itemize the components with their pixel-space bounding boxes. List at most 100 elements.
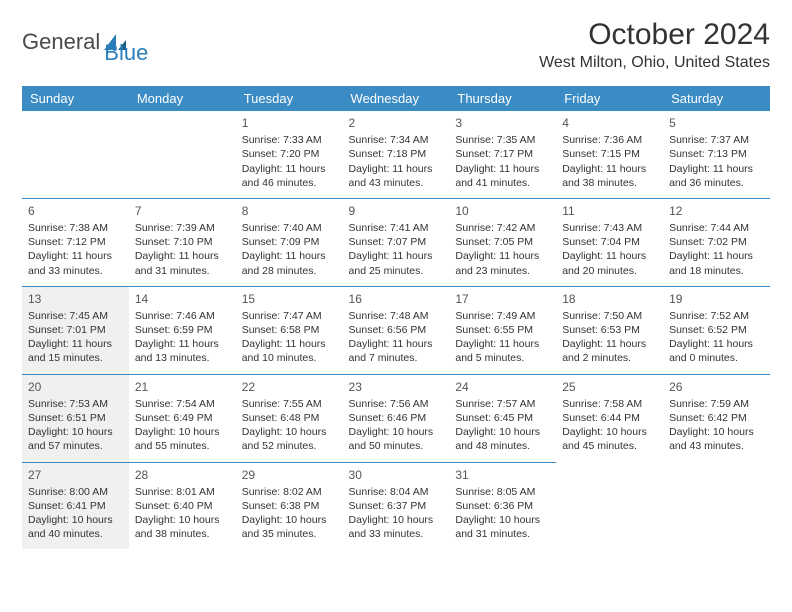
day-number: 21: [135, 379, 230, 395]
daylight-text: and 48 minutes.: [455, 439, 550, 453]
sunset-text: Sunset: 6:56 PM: [349, 323, 444, 337]
sunset-text: Sunset: 7:07 PM: [349, 235, 444, 249]
calendar-cell: 29Sunrise: 8:02 AMSunset: 6:38 PMDayligh…: [236, 462, 343, 549]
day-number: 18: [562, 291, 657, 307]
daylight-text: and 50 minutes.: [349, 439, 444, 453]
daylight-text: Daylight: 10 hours: [135, 513, 230, 527]
daylight-text: Daylight: 11 hours: [28, 249, 123, 263]
day-header: Monday: [129, 86, 236, 111]
daylight-text: and 55 minutes.: [135, 439, 230, 453]
day-number: 29: [242, 467, 337, 483]
calendar-week: 27Sunrise: 8:00 AMSunset: 6:41 PMDayligh…: [22, 462, 770, 549]
sunrise-text: Sunrise: 7:50 AM: [562, 309, 657, 323]
daylight-text: and 57 minutes.: [28, 439, 123, 453]
sunset-text: Sunset: 6:41 PM: [28, 499, 123, 513]
day-number: 31: [455, 467, 550, 483]
calendar-cell: [129, 111, 236, 198]
daylight-text: and 36 minutes.: [669, 176, 764, 190]
sunrise-text: Sunrise: 7:34 AM: [349, 133, 444, 147]
sunset-text: Sunset: 6:55 PM: [455, 323, 550, 337]
daylight-text: Daylight: 11 hours: [135, 337, 230, 351]
daylight-text: and 31 minutes.: [135, 264, 230, 278]
day-number: 12: [669, 203, 764, 219]
calendar-cell: [22, 111, 129, 198]
location-label: West Milton, Ohio, United States: [539, 54, 770, 72]
daylight-text: Daylight: 10 hours: [349, 513, 444, 527]
day-number: 9: [349, 203, 444, 219]
sunrise-text: Sunrise: 7:57 AM: [455, 397, 550, 411]
sunset-text: Sunset: 7:05 PM: [455, 235, 550, 249]
sunrise-text: Sunrise: 7:48 AM: [349, 309, 444, 323]
daylight-text: Daylight: 11 hours: [455, 162, 550, 176]
sunset-text: Sunset: 6:45 PM: [455, 411, 550, 425]
sunrise-text: Sunrise: 7:43 AM: [562, 221, 657, 235]
daylight-text: Daylight: 10 hours: [135, 425, 230, 439]
calendar-body: 1Sunrise: 7:33 AMSunset: 7:20 PMDaylight…: [22, 111, 770, 549]
day-number: 30: [349, 467, 444, 483]
sunset-text: Sunset: 6:42 PM: [669, 411, 764, 425]
daylight-text: and 31 minutes.: [455, 527, 550, 541]
calendar-week: 6Sunrise: 7:38 AMSunset: 7:12 PMDaylight…: [22, 198, 770, 286]
sunrise-text: Sunrise: 7:46 AM: [135, 309, 230, 323]
sunset-text: Sunset: 6:36 PM: [455, 499, 550, 513]
sunset-text: Sunset: 6:38 PM: [242, 499, 337, 513]
title-block: October 2024 West Milton, Ohio, United S…: [539, 18, 770, 72]
daylight-text: and 13 minutes.: [135, 351, 230, 365]
sunrise-text: Sunrise: 7:59 AM: [669, 397, 764, 411]
sunrise-text: Sunrise: 7:41 AM: [349, 221, 444, 235]
day-header: Wednesday: [343, 86, 450, 111]
sunrise-text: Sunrise: 8:04 AM: [349, 485, 444, 499]
daylight-text: and 7 minutes.: [349, 351, 444, 365]
sunset-text: Sunset: 7:10 PM: [135, 235, 230, 249]
daylight-text: Daylight: 11 hours: [242, 337, 337, 351]
sunrise-text: Sunrise: 7:33 AM: [242, 133, 337, 147]
calendar-week: 1Sunrise: 7:33 AMSunset: 7:20 PMDaylight…: [22, 111, 770, 198]
calendar-cell: 13Sunrise: 7:45 AMSunset: 7:01 PMDayligh…: [22, 286, 129, 374]
daylight-text: and 33 minutes.: [28, 264, 123, 278]
sunset-text: Sunset: 6:58 PM: [242, 323, 337, 337]
day-number: 28: [135, 467, 230, 483]
sunrise-text: Sunrise: 7:44 AM: [669, 221, 764, 235]
sunset-text: Sunset: 6:37 PM: [349, 499, 444, 513]
daylight-text: and 41 minutes.: [455, 176, 550, 190]
day-number: 11: [562, 203, 657, 219]
calendar-cell: 28Sunrise: 8:01 AMSunset: 6:40 PMDayligh…: [129, 462, 236, 549]
sunset-text: Sunset: 7:18 PM: [349, 147, 444, 161]
sunrise-text: Sunrise: 7:40 AM: [242, 221, 337, 235]
calendar-cell: 22Sunrise: 7:55 AMSunset: 6:48 PMDayligh…: [236, 374, 343, 462]
calendar-cell: 10Sunrise: 7:42 AMSunset: 7:05 PMDayligh…: [449, 198, 556, 286]
sunset-text: Sunset: 6:59 PM: [135, 323, 230, 337]
calendar-cell: 26Sunrise: 7:59 AMSunset: 6:42 PMDayligh…: [663, 374, 770, 462]
day-number: 1: [242, 115, 337, 131]
sunrise-text: Sunrise: 8:01 AM: [135, 485, 230, 499]
sunrise-text: Sunrise: 7:53 AM: [28, 397, 123, 411]
sunset-text: Sunset: 6:48 PM: [242, 411, 337, 425]
sunset-text: Sunset: 7:17 PM: [455, 147, 550, 161]
day-number: 20: [28, 379, 123, 395]
page-header: General Blue October 2024 West Milton, O…: [22, 18, 770, 72]
sunset-text: Sunset: 7:13 PM: [669, 147, 764, 161]
calendar-cell: 9Sunrise: 7:41 AMSunset: 7:07 PMDaylight…: [343, 198, 450, 286]
day-header: Saturday: [663, 86, 770, 111]
daylight-text: Daylight: 11 hours: [242, 162, 337, 176]
day-number: 17: [455, 291, 550, 307]
daylight-text: Daylight: 11 hours: [455, 249, 550, 263]
daylight-text: and 15 minutes.: [28, 351, 123, 365]
sunset-text: Sunset: 6:46 PM: [349, 411, 444, 425]
day-number: 13: [28, 291, 123, 307]
daylight-text: and 23 minutes.: [455, 264, 550, 278]
calendar-cell: 5Sunrise: 7:37 AMSunset: 7:13 PMDaylight…: [663, 111, 770, 198]
daylight-text: and 46 minutes.: [242, 176, 337, 190]
sunset-text: Sunset: 6:49 PM: [135, 411, 230, 425]
daylight-text: Daylight: 11 hours: [242, 249, 337, 263]
daylight-text: and 33 minutes.: [349, 527, 444, 541]
daylight-text: Daylight: 10 hours: [28, 513, 123, 527]
daylight-text: Daylight: 11 hours: [669, 162, 764, 176]
calendar-cell: 11Sunrise: 7:43 AMSunset: 7:04 PMDayligh…: [556, 198, 663, 286]
daylight-text: and 40 minutes.: [28, 527, 123, 541]
sunrise-text: Sunrise: 7:42 AM: [455, 221, 550, 235]
sunrise-text: Sunrise: 7:54 AM: [135, 397, 230, 411]
sunset-text: Sunset: 6:51 PM: [28, 411, 123, 425]
daylight-text: and 0 minutes.: [669, 351, 764, 365]
day-number: 27: [28, 467, 123, 483]
